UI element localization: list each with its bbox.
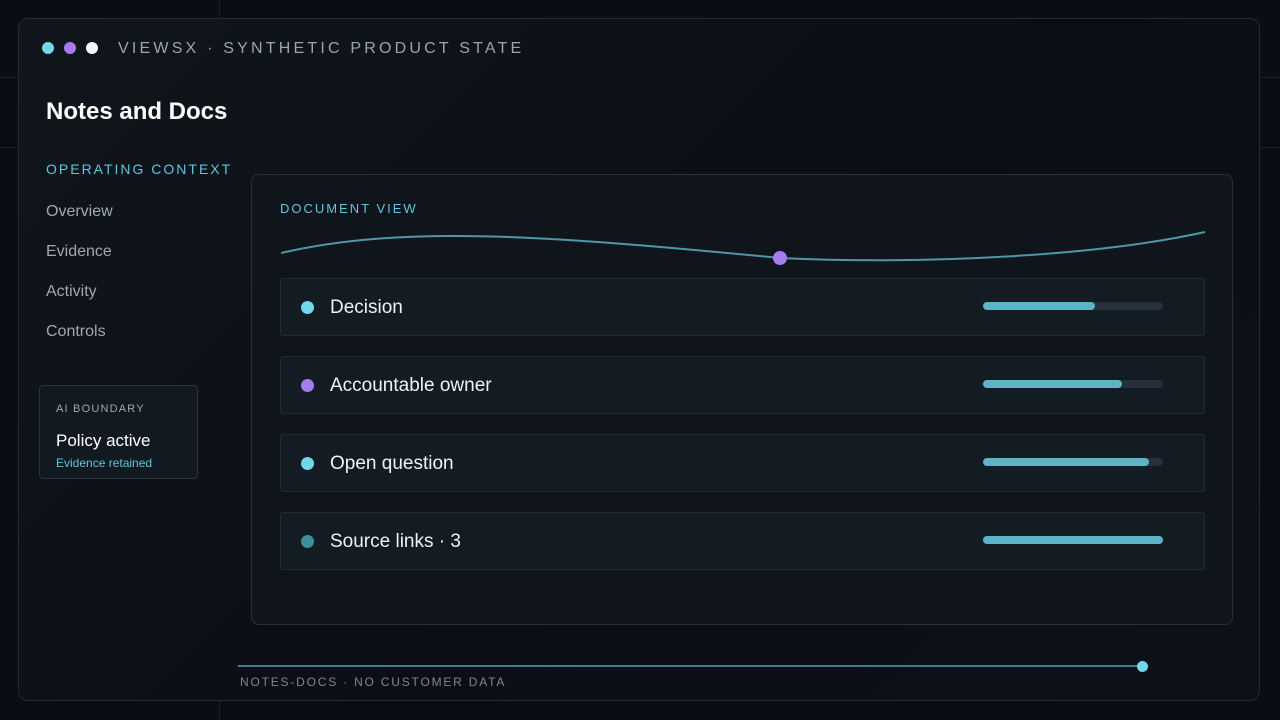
wave-line [280,231,1206,262]
status-dot [301,535,314,548]
ai-boundary-detail: Evidence retained [56,456,153,470]
status-dot [301,457,314,470]
row-label: Open question [330,453,454,474]
footer-progress-line [238,665,1143,667]
progress-fill [983,380,1122,388]
ai-boundary-card: AI BOUNDARY Policy active Evidence retai… [39,385,198,479]
sidebar-section-label: OPERATING CONTEXT [46,161,233,177]
sidebar-item-overview[interactable]: Overview [46,203,113,220]
window-dot-3[interactable] [86,42,98,54]
wave-marker[interactable] [773,251,787,265]
row-label: Source links · 3 [330,531,461,552]
sidebar-item-evidence[interactable]: Evidence [46,243,112,260]
app-title: VIEWSX · SYNTHETIC PRODUCT STATE [118,40,525,57]
document-view-label: DOCUMENT VIEW [280,201,418,216]
doc-row-open-question[interactable]: Open question [280,434,1205,492]
doc-row-decision[interactable]: Decision [280,278,1205,336]
progress-track [983,302,1163,310]
status-dot [301,379,314,392]
row-label: Decision [330,297,403,318]
progress-fill [983,302,1095,310]
progress-fill [983,536,1163,544]
window-dot-2[interactable] [64,42,76,54]
footer-progress-handle[interactable] [1137,661,1148,672]
window-controls [42,42,98,54]
doc-row-source-links[interactable]: Source links · 3 [280,512,1205,570]
sidebar-item-activity[interactable]: Activity [46,283,97,300]
progress-track [983,458,1163,466]
doc-row-accountable-owner[interactable]: Accountable owner [280,356,1205,414]
document-panel: DOCUMENT VIEW Decision Accountable owner… [251,174,1233,625]
sidebar-item-controls[interactable]: Controls [46,323,106,340]
progress-track [983,536,1163,544]
progress-track [983,380,1163,388]
status-dot [301,301,314,314]
footer-caption: NOTES-DOCS · NO CUSTOMER DATA [240,675,507,689]
ai-boundary-label: AI BOUNDARY [56,403,145,415]
page-title: Notes and Docs [46,98,228,125]
document-wave-chart [280,231,1206,265]
window-dot-1[interactable] [42,42,54,54]
row-label: Accountable owner [330,375,492,396]
ai-boundary-status: Policy active [56,431,151,450]
progress-fill [983,458,1149,466]
